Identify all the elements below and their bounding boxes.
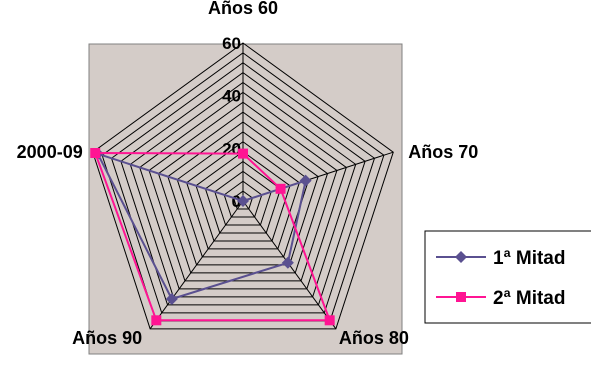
grid-ring (129, 81, 357, 298)
data-point-square (90, 147, 101, 158)
data-point-square (238, 148, 248, 159)
axis-spoke (149, 200, 244, 330)
grid-ring (214, 170, 272, 226)
legend-items: 1ª Mitad 2ª Mitad (436, 248, 565, 309)
series-line (95, 152, 307, 301)
category-label: Años 80 (339, 328, 409, 348)
category-label-layer: Años 60 Años 70 Años 80 Años 90 2000-09 (17, 0, 479, 348)
grid-ring (167, 121, 319, 266)
series-layer (90, 147, 335, 326)
data-point-diamond (237, 195, 249, 207)
data-point-square (151, 315, 162, 326)
data-point-diamond (281, 256, 294, 269)
category-label: Años 70 (408, 142, 478, 162)
category-label: 2000-09 (17, 142, 83, 162)
data-point-square (324, 315, 335, 326)
grid-ring (186, 141, 300, 250)
legend-marker-diamond (455, 251, 467, 263)
legend-marker-square (456, 292, 466, 302)
grid-ring (223, 180, 263, 218)
legend-label: 1ª Mitad (493, 248, 565, 269)
data-point-square (275, 183, 286, 194)
category-label: Años 90 (72, 328, 142, 348)
grid-ring (176, 131, 310, 258)
grid-ring (233, 190, 253, 210)
data-point-diamond (299, 174, 312, 187)
grid-ring (110, 62, 376, 314)
grid-ring (195, 151, 291, 242)
legend: 1ª Mitad 2ª Mitad (424, 230, 591, 324)
legend-box (424, 230, 591, 324)
tick-label: 40 (222, 87, 241, 106)
tick-label: 60 (222, 34, 241, 53)
data-point-diamond (165, 292, 178, 305)
category-label: Años 60 (208, 0, 278, 18)
grid-ring (148, 101, 338, 282)
grid-ring (157, 111, 329, 274)
legend-label: 2ª Mitad (493, 288, 565, 309)
series-line (93, 151, 332, 322)
grid-ring (120, 72, 366, 306)
tick-label: 0 (232, 192, 241, 211)
grid-ring (92, 42, 394, 330)
grid-ring (139, 91, 347, 290)
